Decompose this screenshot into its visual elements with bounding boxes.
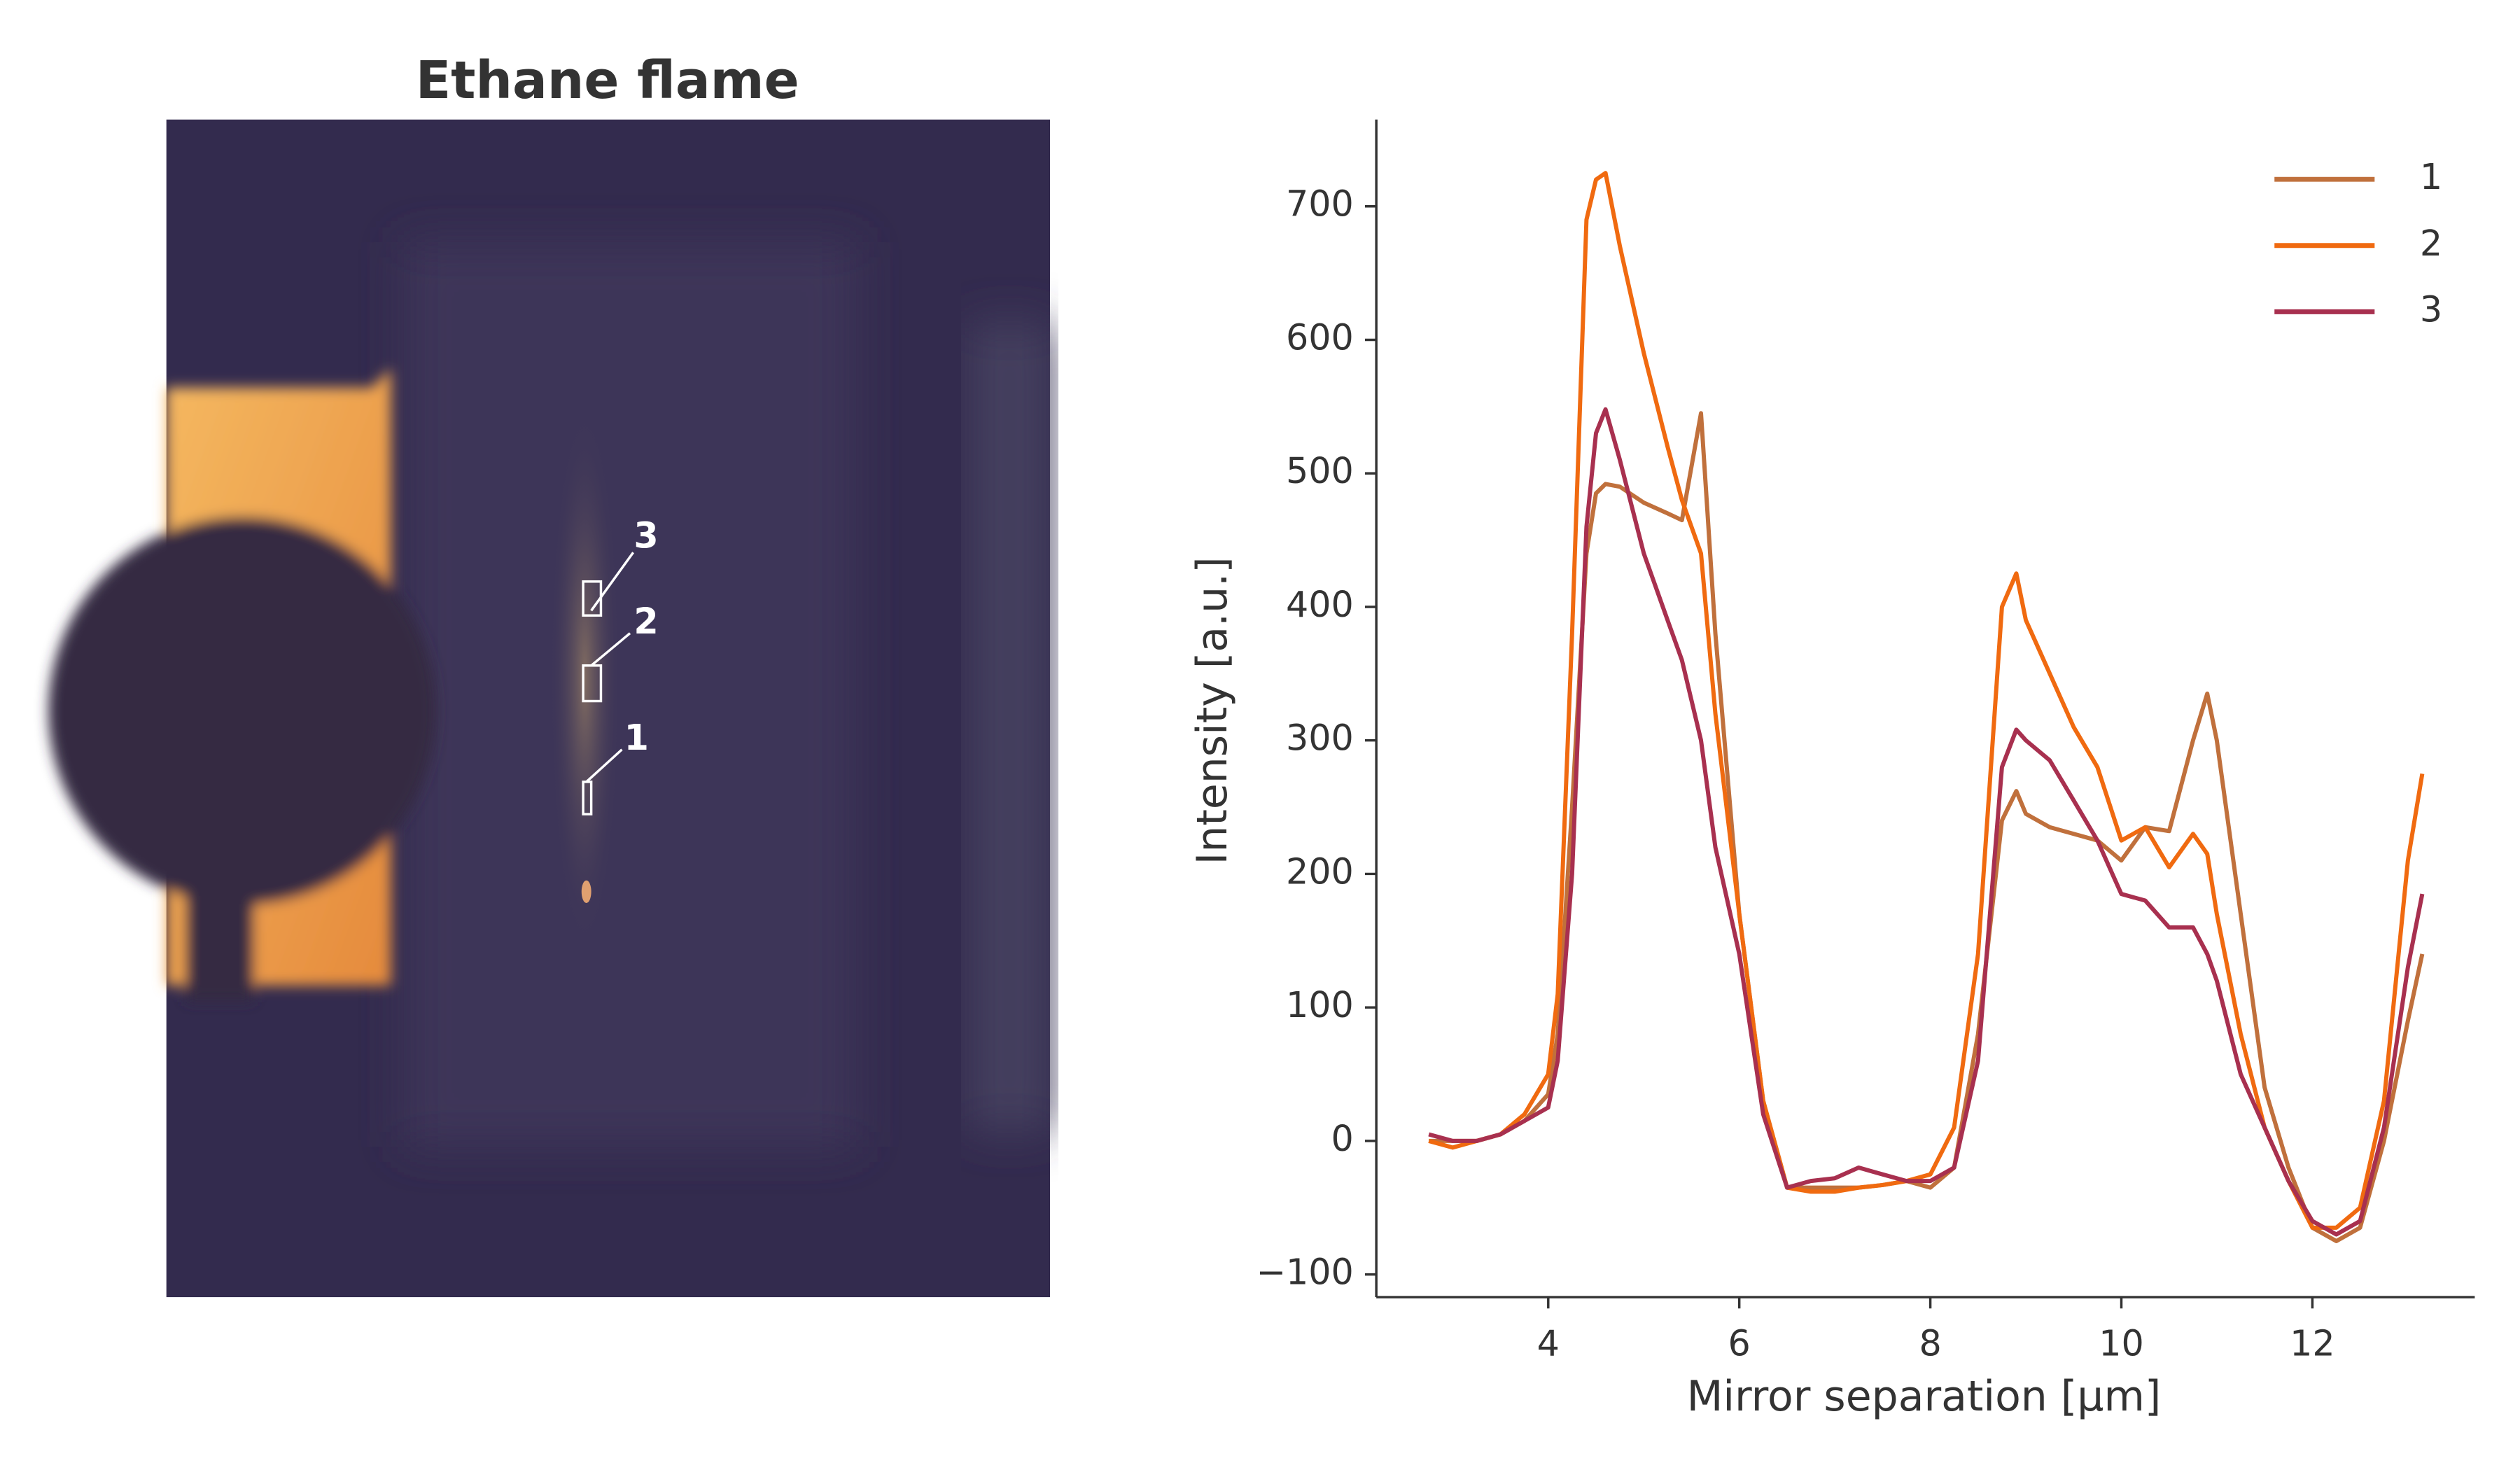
flame-photo: 1 2 3 — [48, 119, 1051, 1298]
y-tick-label: −100 — [1256, 1252, 1353, 1293]
y-tick-label: 200 — [1286, 850, 1354, 892]
x-tick-label: 4 — [1537, 1322, 1560, 1364]
x-tick-label: 12 — [2290, 1322, 2335, 1364]
x-tick-label: 8 — [1919, 1322, 1941, 1364]
x-axis-title: Mirror separation [µm] — [1687, 1372, 2162, 1421]
region-label: 3 — [634, 514, 658, 556]
legend-label: 1 — [2420, 156, 2442, 197]
y-tick-label: 400 — [1286, 584, 1354, 625]
y-tick-label: 500 — [1286, 450, 1354, 491]
region-label: 2 — [634, 601, 658, 642]
x-tick-label: 10 — [2099, 1322, 2144, 1364]
panel-title: Ethane flame — [416, 50, 799, 111]
legend-label: 2 — [2420, 223, 2442, 264]
y-tick-label: 700 — [1286, 183, 1354, 225]
y-tick-label: 0 — [1331, 1118, 1354, 1159]
y-tick-label: 300 — [1286, 718, 1354, 759]
y-axis-title: Intensity [a.u.] — [1188, 556, 1237, 864]
series-line — [1428, 407, 2425, 1237]
y-tick-label: 600 — [1286, 316, 1354, 358]
x-tick-label: 6 — [1728, 1322, 1751, 1364]
region-label: 1 — [624, 717, 649, 758]
legend-label: 3 — [2420, 288, 2442, 330]
series-line — [1429, 411, 2425, 1243]
y-tick-label: 100 — [1286, 984, 1354, 1026]
